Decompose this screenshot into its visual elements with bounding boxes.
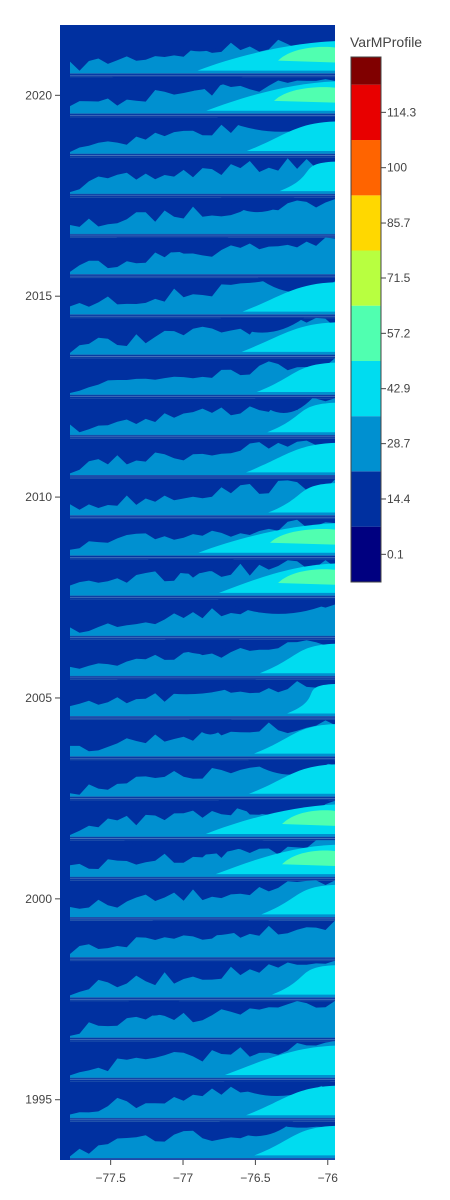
contour-region-level-4 [245, 442, 335, 473]
contour-region-level-3 [70, 358, 335, 396]
contour-region-level-3 [70, 599, 335, 637]
contour-region-level-3 [70, 479, 335, 516]
x-tick-label: −77 [173, 1171, 194, 1185]
contour-region-level-2 [147, 558, 234, 574]
contour-region-level-4 [197, 41, 335, 71]
contour-region-level-4 [205, 804, 335, 834]
contour-region-level-5 [278, 569, 335, 585]
x-tick-label: −77.5 [95, 1171, 126, 1185]
contour-region-level-3 [70, 237, 335, 275]
contour-region-level-4 [271, 965, 335, 995]
contour-region-level-4 [261, 884, 335, 915]
colorbar-level [351, 250, 381, 306]
contour-region-level-3 [70, 880, 335, 918]
contour-region-level-2 [162, 36, 237, 52]
contour-region-level-4 [224, 1045, 335, 1076]
y-tick-label: 2015 [25, 289, 52, 303]
x-axis: −77.5 −77 −76.5 −76 [95, 1160, 338, 1185]
contour-region-level-4 [259, 643, 335, 674]
colorbar-tick-label: 100 [387, 161, 407, 175]
y-tick-label: 2010 [25, 490, 52, 504]
contour-region-level-4 [215, 844, 335, 875]
contour-region-level-5 [278, 46, 335, 63]
colorbar-tick-label: 28.7 [387, 437, 411, 451]
colorbar-level [351, 140, 381, 196]
contour-region-level-3 [70, 158, 335, 195]
contour-region-level-3 [70, 960, 335, 998]
x-tick-label: −76 [318, 1171, 339, 1185]
contour-region-level-4 [256, 362, 335, 393]
contour-region-level-2 [220, 317, 305, 333]
contour-region-level-4 [241, 322, 335, 352]
colorbar-level [351, 305, 381, 362]
contour-region-level-3 [70, 681, 335, 717]
contour-region-level-3 [70, 199, 335, 235]
contour-region-level-2 [219, 1121, 294, 1137]
contour-region-level-4 [248, 764, 335, 794]
contour-region-level-3 [70, 1000, 335, 1038]
contour-region-level-2 [116, 679, 257, 695]
contour-region-level-3 [70, 398, 335, 436]
colorbar-tick-label: 14.4 [387, 492, 411, 506]
y-tick-label: 2005 [25, 691, 52, 705]
contour-region-level-5 [282, 810, 335, 826]
colorbar-title: VarMProfile [350, 34, 422, 50]
contour-region-level-5 [274, 87, 335, 103]
plot-area [60, 25, 335, 1160]
contour-region-level-5 [282, 850, 335, 866]
colorbar-outline [350, 56, 382, 583]
contour-region-level-4 [279, 161, 335, 192]
contour-region-level-2 [189, 719, 232, 735]
y-axis: 1995 2000 2005 2010 2015 2020 [25, 88, 60, 1107]
contour-region-level-4 [267, 402, 335, 433]
colorbar-tick-label: 42.9 [387, 382, 411, 396]
colorbar-level [351, 361, 381, 417]
x-tick-label: −76.5 [240, 1171, 271, 1185]
colorbar-level [351, 84, 381, 141]
colorbar-tick-label: 0.1 [387, 547, 404, 561]
colorbar-tick-label: 57.2 [387, 326, 411, 340]
contour-region-level-4 [254, 1125, 335, 1156]
contour-region-level-2 [124, 840, 264, 855]
contour-region-level-5 [270, 529, 335, 545]
colorbar: VarMProfile 0.1 14.4 28.7 42.9 57.2 71.5 85.7 10… [350, 34, 422, 583]
colorbar-tick-label: 114.3 [387, 105, 416, 119]
contour-region-level-4 [254, 724, 335, 754]
colorbar-level [351, 526, 381, 582]
contour-region-level-2 [116, 237, 229, 253]
y-tick-label: 2000 [25, 892, 52, 906]
contour-region-level-2 [220, 197, 295, 213]
contour-region-level-2 [111, 76, 243, 92]
contour-region-level-3 [70, 640, 335, 677]
contour-region-level-2 [255, 398, 313, 414]
contour-region-level-4 [242, 282, 335, 312]
colorbar-tick-label: 71.5 [387, 271, 411, 285]
colorbar-level [351, 416, 381, 472]
colorbar-level [351, 195, 381, 251]
y-tick-label: 1995 [25, 1093, 52, 1107]
contour-region-level-4 [246, 121, 335, 151]
contour-region-level-3 [70, 920, 335, 958]
contour-region-level-2 [217, 599, 335, 614]
contour-region-level-4 [268, 483, 335, 513]
contour-region-level-4 [287, 684, 335, 714]
colorbar-level [351, 471, 381, 527]
y-tick-label: 2020 [25, 88, 52, 102]
contour-region-level-2 [152, 920, 270, 936]
contour-region-level-2 [128, 1000, 180, 1016]
colorbar-level [351, 57, 381, 85]
colorbar-tick-label: 85.7 [387, 216, 411, 230]
contour-region-level-4 [246, 1085, 335, 1116]
contour-region-level-2 [164, 639, 240, 655]
